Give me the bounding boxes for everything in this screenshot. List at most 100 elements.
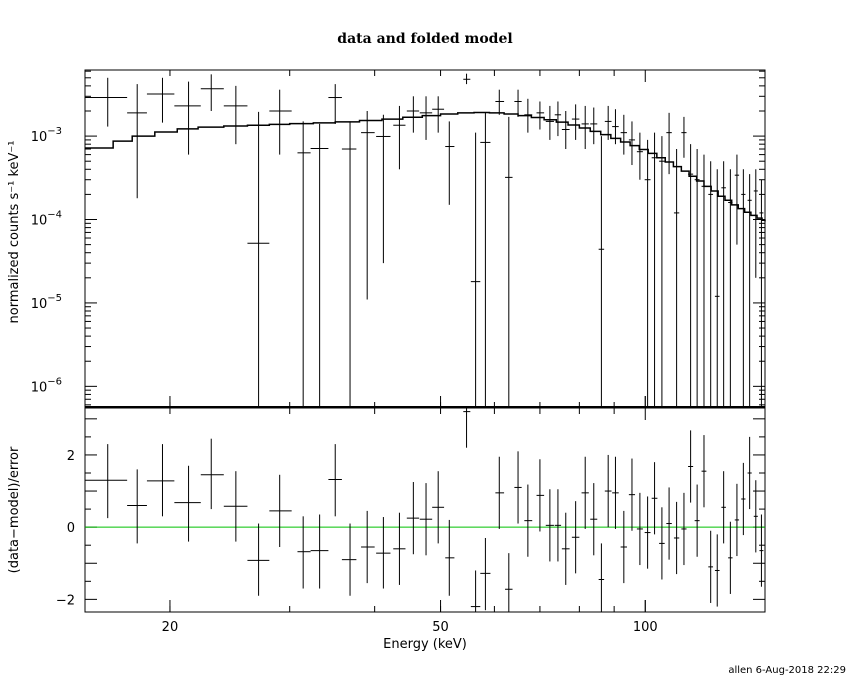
data-point: [554, 101, 562, 137]
residual-point: [470, 570, 481, 612]
data-point: [223, 85, 248, 145]
bottom-y-tick-label: 0: [67, 521, 75, 536]
data-point: [666, 112, 672, 175]
data-point: [598, 136, 605, 408]
residual-point: [741, 462, 746, 536]
residual-point: [524, 484, 533, 557]
residual-point: [581, 456, 589, 529]
tick-mantissa: 10: [31, 130, 48, 145]
x-tick-labels: 20 50 100: [162, 620, 658, 635]
x-axis-label: Energy (keV): [383, 637, 467, 652]
residual-point: [753, 480, 758, 553]
data-point: [581, 105, 589, 150]
data-point: [747, 174, 752, 408]
residual-point: [361, 510, 375, 584]
top-panel: 10−610−510−410−3 normalized counts s⁻¹ k…: [7, 69, 766, 409]
data-point: [127, 84, 147, 199]
top-panel-ticks: 10−610−510−410−3: [31, 70, 765, 408]
residual-point: [310, 514, 329, 589]
top-y-axis-label: normalized counts s⁻¹ keV⁻¹: [7, 141, 22, 324]
x-tick-label: 20: [162, 620, 179, 635]
data-point: [659, 136, 665, 408]
residual-point: [681, 492, 687, 566]
data-point: [376, 114, 391, 264]
residual-point: [406, 482, 420, 555]
tick-mantissa: 10: [31, 297, 48, 312]
residual-point: [341, 523, 357, 596]
data-point: [561, 110, 570, 150]
data-point: [753, 169, 758, 278]
data-point: [708, 161, 714, 408]
data-point: [146, 77, 175, 123]
residual-point: [612, 456, 619, 529]
residual-points: [85, 408, 764, 612]
tick-exponent: −3: [47, 126, 62, 137]
residual-point: [536, 459, 545, 532]
data-point: [463, 73, 471, 85]
model-step-line: [85, 111, 766, 222]
residual-point: [708, 530, 714, 603]
bottom-y-tick-label: −2: [56, 593, 75, 608]
data-point: [590, 107, 598, 145]
x-tick-label: 50: [432, 620, 449, 635]
residual-point: [174, 465, 201, 542]
residual-point: [728, 521, 733, 594]
residual-point: [247, 523, 270, 596]
top-y-tick-label: 10−3: [31, 126, 62, 145]
residual-point: [554, 489, 562, 562]
data-point: [406, 96, 420, 133]
data-point: [247, 111, 270, 408]
residual-point: [734, 483, 740, 557]
data-point: [341, 121, 357, 408]
residual-point: [445, 519, 455, 596]
residual-point: [571, 501, 580, 574]
data-point: [536, 101, 545, 130]
residual-point: [419, 483, 433, 556]
data-point: [628, 121, 636, 166]
data-point: [694, 149, 700, 408]
residual-point: [644, 496, 651, 569]
residual-point: [463, 408, 471, 448]
residual-point: [545, 489, 554, 562]
residual-point: [604, 454, 612, 528]
residual-point: [714, 534, 720, 607]
residual-point: [666, 487, 672, 560]
tick-exponent: −4: [47, 210, 62, 221]
data-point: [328, 84, 342, 124]
residual-point: [636, 492, 643, 566]
data-point: [419, 96, 433, 140]
data-point: [759, 179, 764, 408]
residual-point: [328, 444, 342, 517]
tick-mantissa: 10: [31, 380, 48, 395]
residual-point: [620, 510, 627, 584]
residual-point: [495, 456, 505, 529]
data-point: [445, 121, 455, 205]
tick-mantissa: 10: [31, 214, 48, 229]
data-point: [514, 89, 522, 117]
residual-point: [127, 469, 147, 544]
bottom-y-tick-label: 2: [67, 449, 75, 464]
footer-stamp: allen 6-Aug-2018 22:29: [728, 665, 846, 676]
bottom-panel-frame: [84, 407, 766, 613]
data-point: [681, 116, 687, 158]
data-point: [651, 132, 658, 408]
residual-point: [514, 451, 522, 524]
residual-point: [146, 444, 175, 517]
data-point: [741, 169, 746, 408]
data-point: [673, 149, 680, 408]
data-point: [269, 89, 292, 155]
residual-point: [651, 462, 658, 535]
residual-point: [376, 517, 391, 589]
data-point: [85, 77, 128, 127]
bottom-y-axis-label: (data−model)/error: [7, 446, 22, 573]
x-tick-label: 100: [633, 620, 658, 635]
data-point: [620, 114, 627, 155]
residual-point: [561, 512, 570, 585]
data-point: [297, 121, 311, 408]
residual-point: [759, 514, 764, 587]
data-point: [200, 74, 224, 111]
data-point: [734, 154, 740, 245]
residual-point: [673, 501, 680, 575]
residual-point: [393, 512, 406, 585]
